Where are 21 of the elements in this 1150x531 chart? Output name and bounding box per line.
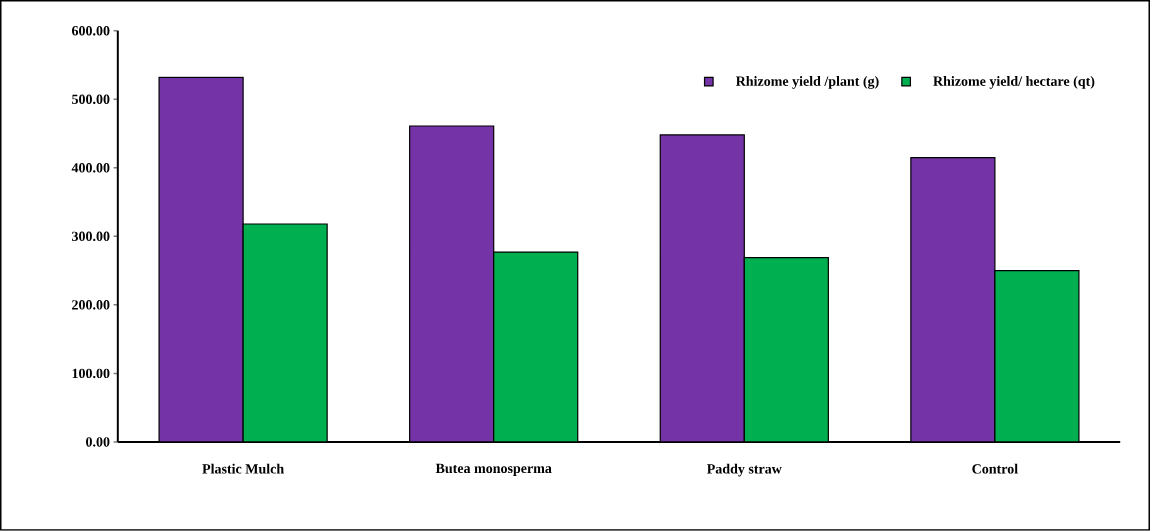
legend-label: Rhizome yield /plant (g) xyxy=(735,76,879,90)
bar xyxy=(409,125,495,443)
bar xyxy=(158,76,244,443)
y-tick-label: 0.00 xyxy=(86,437,110,447)
y-tick-label: 200.00 xyxy=(72,300,110,310)
y-tick-label: 600.00 xyxy=(71,26,110,36)
bar xyxy=(242,223,328,443)
x-tick-label: Control xyxy=(972,463,1018,474)
y-tick-label: 100.00 xyxy=(72,368,110,379)
bar xyxy=(659,134,745,443)
y-tick-label: 500.00 xyxy=(72,94,110,105)
bar xyxy=(910,157,996,443)
x-tick-label: Plastic Mulch xyxy=(202,463,284,474)
x-tick-label: Butea monosperma xyxy=(435,463,552,477)
x-tick-label: Paddy straw xyxy=(706,463,782,477)
bar xyxy=(743,257,829,443)
y-tick-label: 400.00 xyxy=(71,163,110,173)
y-tick-label: 300.00 xyxy=(72,231,110,242)
bar xyxy=(994,270,1080,443)
bar xyxy=(493,251,579,443)
legend-label: Rhizome yield/ hectare (qt) xyxy=(933,76,1095,89)
